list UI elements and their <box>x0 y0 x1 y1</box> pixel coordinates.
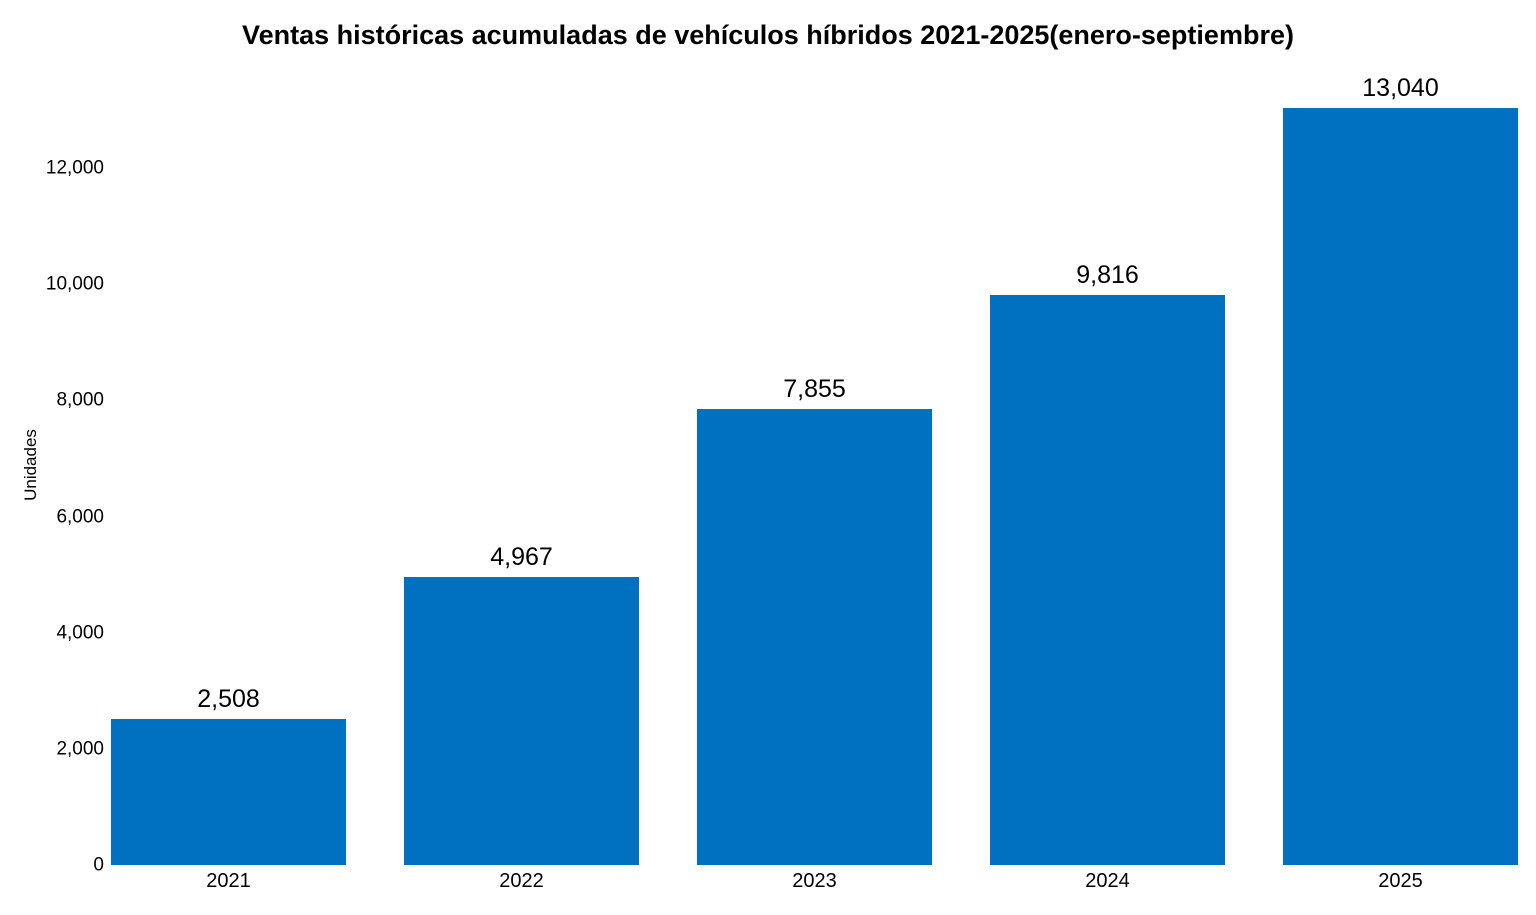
x-tick-label: 2023 <box>792 870 837 892</box>
bar <box>697 409 932 865</box>
y-tick-label: 10,000 <box>45 273 104 295</box>
plot-area: 2,508 2021 4,967 2022 7,855 2023 9,816 2… <box>82 65 1536 891</box>
y-tick-label: 0 <box>93 854 104 876</box>
bar-slot: 13,040 2025 <box>1254 65 1536 891</box>
x-tick-label: 2022 <box>499 870 544 892</box>
y-tick-label: 6,000 <box>56 506 104 527</box>
y-tick-label: 2,000 <box>56 738 104 760</box>
bar-value-label: 7,855 <box>783 375 846 403</box>
bar-value-label: 4,967 <box>490 543 553 571</box>
bar-slot: 9,816 2024 <box>961 65 1254 891</box>
bar-slot: 7,855 2023 <box>668 65 961 891</box>
bar-value-label: 2,508 <box>197 685 260 713</box>
y-tick-label: 4,000 <box>56 622 104 644</box>
y-axis: 0 2,000 4,000 6,000 8,000 10,000 12,000 <box>0 65 104 875</box>
x-tick-label: 2025 <box>1378 870 1423 892</box>
y-tick-label: 8,000 <box>56 389 104 411</box>
bar-slot: 4,967 2022 <box>375 65 668 891</box>
bar <box>990 295 1225 865</box>
bar <box>111 719 346 865</box>
bar-slot: 2,508 2021 <box>82 65 375 891</box>
chart-title: Ventas históricas acumuladas de vehículo… <box>242 20 1294 50</box>
x-tick-label: 2024 <box>1085 870 1130 892</box>
x-tick-label: 2021 <box>206 870 251 892</box>
bar <box>404 577 639 865</box>
bar-value-label: 9,816 <box>1076 261 1139 289</box>
bar-value-label: 13,040 <box>1362 74 1439 102</box>
y-tick-label: 12,000 <box>45 157 104 179</box>
bar <box>1283 108 1518 865</box>
